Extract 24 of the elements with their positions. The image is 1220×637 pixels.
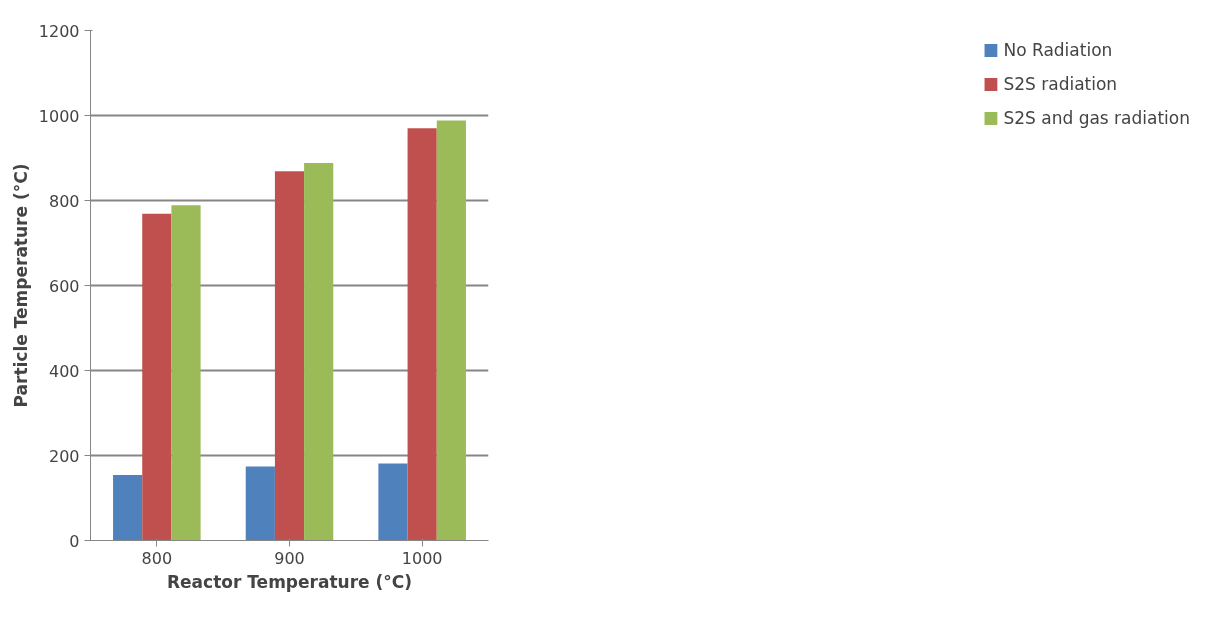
bar [142, 213, 172, 541]
bar [274, 171, 305, 541]
x-tick-label: 900 [274, 548, 305, 568]
y-tick-label: 1000 [38, 106, 80, 126]
legend-label: S2S and gas radiation [1003, 108, 1190, 128]
x-tick-label: 800 [141, 548, 173, 568]
y-axis-title: Particle Temperature (°C) [10, 163, 31, 408]
y-tick-label: 800 [48, 191, 80, 211]
x-axis-title: Reactor Temperature (°C) [167, 571, 413, 592]
y-tick-label: 0 [69, 531, 80, 551]
x-tick-label: 1000 [401, 548, 443, 568]
bar [245, 466, 275, 541]
bar [113, 475, 143, 541]
y-tick-label: 600 [48, 276, 80, 296]
legend-label: S2S radiation [1003, 74, 1118, 94]
bar [378, 463, 408, 541]
legend-label: No Radiation [1003, 40, 1113, 60]
bar [171, 205, 201, 541]
y-tick-label: 400 [48, 361, 80, 381]
bar [304, 163, 334, 541]
y-tick-label: 1200 [38, 21, 80, 41]
bar [407, 128, 437, 541]
y-tick-label: 200 [48, 446, 80, 466]
bar [436, 120, 466, 541]
